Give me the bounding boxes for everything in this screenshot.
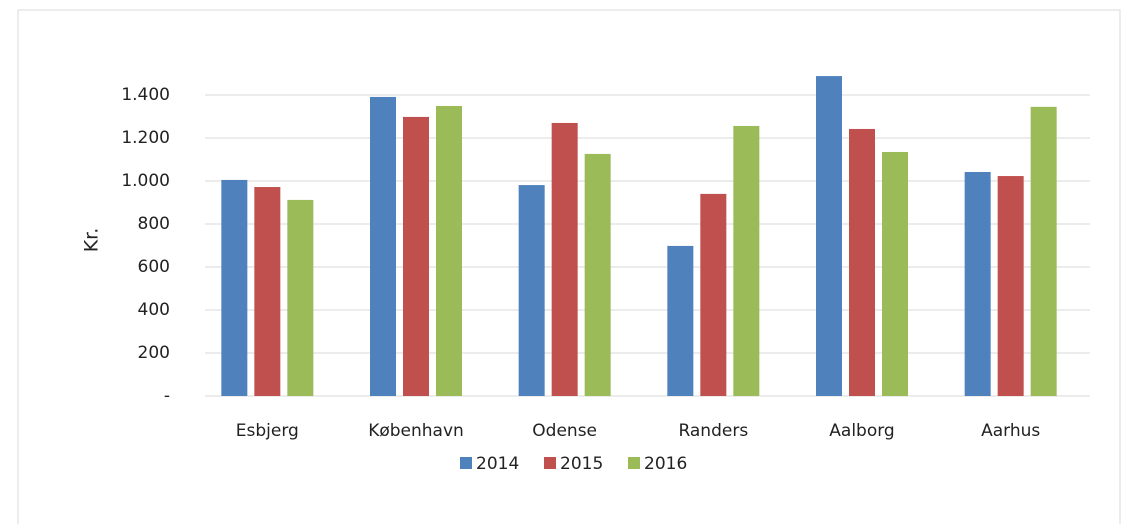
bar (254, 187, 281, 396)
legend-label: 2015 (560, 454, 603, 474)
bar (1030, 106, 1057, 396)
bar (518, 185, 545, 396)
bar (287, 199, 314, 396)
x-tick-label: Aalborg (829, 421, 894, 441)
bar (849, 128, 875, 396)
legend-swatch (544, 457, 556, 469)
bar (667, 245, 694, 396)
bar (733, 125, 760, 397)
x-tick-label: København (368, 421, 464, 441)
x-tick-label: Esbjerg (236, 421, 299, 441)
y-tick-label: 1.000 (121, 171, 170, 191)
y-tick-label: 400 (138, 300, 170, 320)
x-tick-label: Randers (678, 421, 748, 441)
y-tick-label: 1.400 (121, 85, 170, 105)
bar (997, 176, 1024, 396)
y-tick-label: 200 (138, 343, 170, 363)
x-tick-label: Aarhus (981, 421, 1040, 441)
bar (551, 122, 578, 396)
bar (964, 171, 991, 396)
x-tick-label: Odense (532, 421, 597, 441)
bar (816, 76, 842, 396)
bar (584, 153, 611, 396)
bar (221, 179, 248, 396)
y-tick-label: 600 (138, 257, 170, 277)
y-axis-label: Kr. (81, 228, 103, 253)
y-tick-label: 800 (138, 214, 170, 234)
legend-label: 2014 (476, 454, 519, 474)
legend-swatch (460, 457, 472, 469)
bar (403, 116, 429, 397)
legend-label: 2016 (644, 454, 687, 474)
y-tick-label: - (164, 386, 170, 406)
bar (700, 193, 727, 396)
bar (436, 105, 462, 396)
y-tick-label: 1.200 (121, 128, 170, 148)
bar (370, 96, 396, 396)
legend-swatch (628, 457, 640, 469)
bar (882, 151, 908, 396)
